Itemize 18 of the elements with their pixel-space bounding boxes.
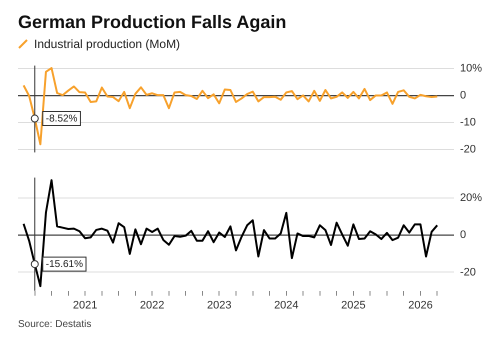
x-tick-label: 2022 [140, 299, 164, 312]
y-tick-label: -20 [460, 266, 476, 278]
annotation: -8.52% [46, 113, 78, 124]
x-tick-label: 2025 [341, 299, 366, 312]
x-tick-label: 2023 [206, 299, 232, 312]
y-tick-label: 0 [460, 89, 466, 102]
y-tick-label: -10 [460, 116, 476, 129]
y-tick-label: 10% [460, 62, 482, 74]
y-tick-label: 0 [460, 229, 466, 242]
chart-title: German Production Falls Again [17, 11, 288, 34]
source-note: Source: Destatis [17, 318, 92, 330]
x-tick-label: 2024 [274, 299, 299, 312]
legend-label: Industrial production (MoM) [34, 37, 180, 51]
x-tick-label: 2026 [408, 299, 433, 312]
y-tick-label: -20 [460, 144, 476, 156]
x-tick-label: 2021 [72, 299, 98, 312]
y-tick-label: 20% [460, 192, 482, 204]
annotation: -15.61% [46, 258, 84, 270]
